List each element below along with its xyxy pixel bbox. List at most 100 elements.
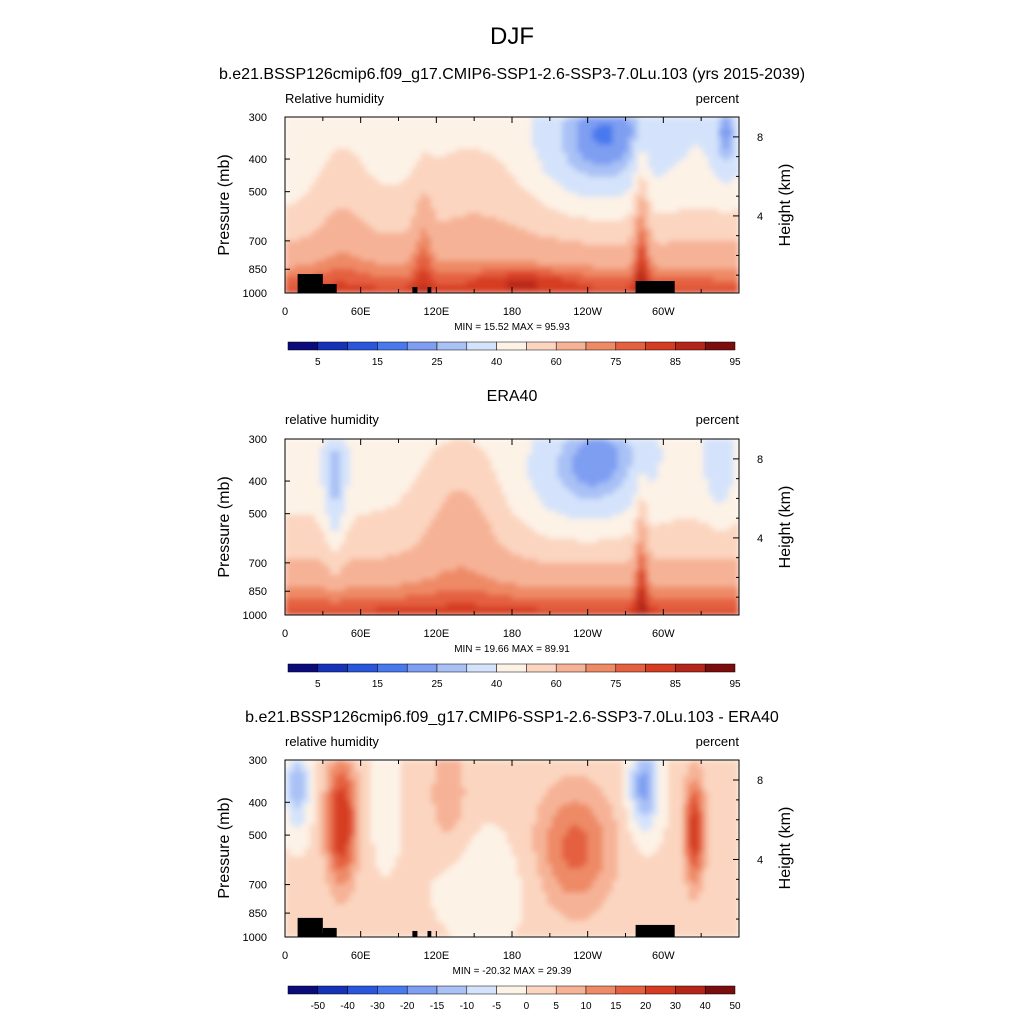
heatmap-cell — [446, 120, 452, 126]
colorbar-swatch — [347, 341, 378, 351]
heatmap-cell — [355, 244, 361, 250]
heatmap-cell — [663, 208, 669, 214]
heatmap-cell — [335, 478, 341, 484]
heatmap-cell — [562, 204, 568, 210]
heatmap-cell — [642, 256, 649, 262]
heatmap-cell — [703, 144, 710, 150]
heatmap-cell — [320, 502, 326, 508]
heatmap-cell — [314, 606, 321, 612]
heatmap-cell — [511, 140, 518, 146]
heatmap-cell — [466, 248, 472, 254]
heatmap-cell — [345, 268, 351, 274]
heatmap-cell — [678, 117, 684, 122]
heatmap-cell — [304, 598, 311, 604]
heatmap-cell — [289, 188, 296, 194]
heatmap-cell — [587, 136, 594, 142]
heatmap-cell — [678, 180, 684, 186]
heatmap-cell — [577, 260, 583, 266]
heatmap-cell — [294, 172, 301, 178]
heatmap-cell — [340, 228, 346, 234]
heatmap-cell — [713, 244, 720, 250]
heatmap-cell — [420, 140, 427, 146]
heatmap-cell — [526, 160, 533, 166]
heatmap-cell — [663, 176, 669, 182]
heatmap-cell — [627, 128, 634, 134]
heatmap-cell — [582, 248, 588, 254]
heatmap-cell — [365, 164, 372, 170]
heatmap-cell — [340, 200, 346, 206]
heatmap-cell — [673, 117, 679, 122]
heatmap-cell — [552, 236, 558, 242]
heatmap-cell — [673, 252, 679, 258]
heatmap-cell — [299, 248, 306, 254]
heatmap-cell — [552, 288, 558, 293]
heatmap-cell — [385, 574, 392, 580]
heatmap-cell — [481, 220, 488, 226]
heatmap-cell — [285, 180, 291, 186]
heatmap-cell — [547, 176, 553, 182]
heatmap-cell — [380, 280, 387, 286]
heatmap-cell — [637, 168, 644, 174]
heatmap-cell — [340, 526, 346, 532]
heatmap-cell — [294, 530, 301, 536]
heatmap-cell — [390, 276, 397, 282]
heatmap-cell — [390, 288, 397, 293]
heatmap-cell — [370, 590, 377, 596]
heatmap-cell — [350, 574, 356, 580]
heatmap-cell — [289, 542, 296, 548]
heatmap-cell — [390, 268, 397, 274]
heatmap-cell — [597, 192, 604, 198]
heatmap-cell — [582, 144, 588, 150]
heatmap-cell — [531, 172, 538, 178]
heatmap-cell — [632, 168, 639, 174]
heatmap-cell — [612, 184, 619, 190]
heatmap-cell — [345, 208, 351, 214]
heatmap-cell — [476, 160, 483, 166]
heatmap-cell — [632, 156, 639, 162]
heatmap-cell — [325, 458, 331, 464]
heatmap-cell — [309, 546, 316, 552]
heatmap-cell — [642, 264, 649, 270]
heatmap-cell — [340, 530, 346, 536]
heatmap-cell — [325, 598, 331, 604]
heatmap-cell — [476, 264, 483, 270]
heatmap-cell — [592, 284, 599, 290]
heatmap-cell — [415, 264, 422, 270]
heatmap-cell — [501, 232, 508, 238]
heatmap-cell — [703, 284, 710, 290]
heatmap-cell — [345, 578, 351, 584]
heatmap-cell — [552, 136, 558, 142]
heatmap-cell — [723, 220, 730, 226]
heatmap-cell — [486, 220, 493, 226]
heatmap-cell — [314, 554, 321, 560]
heatmap-cell — [521, 244, 528, 250]
heatmap-cell — [451, 220, 457, 226]
heatmap-cell — [446, 168, 452, 174]
heatmap-cell — [637, 156, 644, 162]
heatmap-cell — [688, 212, 694, 218]
heatmap-cell — [592, 208, 599, 214]
heatmap-cell — [476, 276, 483, 282]
heatmap-cell — [673, 132, 679, 138]
heatmap-cell — [471, 200, 477, 206]
heatmap-cell — [405, 117, 412, 122]
heatmap-cell — [693, 120, 699, 126]
heatmap-cell — [481, 276, 488, 282]
heatmap-cell — [380, 268, 387, 274]
heatmap-cell — [728, 260, 735, 266]
heatmap-cell — [577, 164, 583, 170]
heatmap-cell — [289, 570, 296, 576]
heatmap-cell — [627, 252, 634, 258]
heatmap-cell — [657, 140, 664, 146]
heatmap-cell — [668, 172, 674, 178]
heatmap-cell — [385, 136, 392, 142]
heatmap-cell — [375, 502, 382, 508]
heatmap-cell — [330, 606, 336, 612]
heatmap-cell — [592, 192, 599, 198]
heatmap-cell — [481, 136, 488, 142]
heatmap-cell — [365, 140, 372, 146]
heatmap-cell — [728, 180, 735, 186]
heatmap-cell — [456, 252, 462, 258]
heatmap-cell — [541, 128, 548, 134]
heatmap-cell — [733, 160, 739, 166]
